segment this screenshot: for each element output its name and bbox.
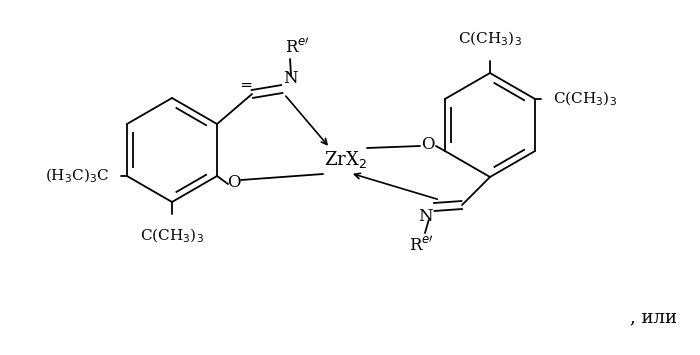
- Text: C(CH$_3$)$_3$: C(CH$_3$)$_3$: [140, 227, 204, 245]
- Text: N: N: [283, 70, 298, 87]
- Text: ═: ═: [241, 78, 250, 93]
- Text: C(CH$_3$)$_3$: C(CH$_3$)$_3$: [458, 29, 522, 48]
- Text: O: O: [228, 174, 241, 191]
- Text: R$^{e\prime}$: R$^{e\prime}$: [285, 38, 309, 56]
- Text: R$^{e\prime}$: R$^{e\prime}$: [409, 235, 433, 255]
- Text: , или: , или: [630, 308, 677, 326]
- Text: O: O: [421, 136, 435, 153]
- Text: N: N: [419, 208, 433, 225]
- Text: C(CH$_3$)$_3$: C(CH$_3$)$_3$: [553, 90, 617, 108]
- Text: ZrX$_2$: ZrX$_2$: [323, 149, 366, 170]
- Text: (H$_3$C)$_3$C: (H$_3$C)$_3$C: [45, 167, 109, 185]
